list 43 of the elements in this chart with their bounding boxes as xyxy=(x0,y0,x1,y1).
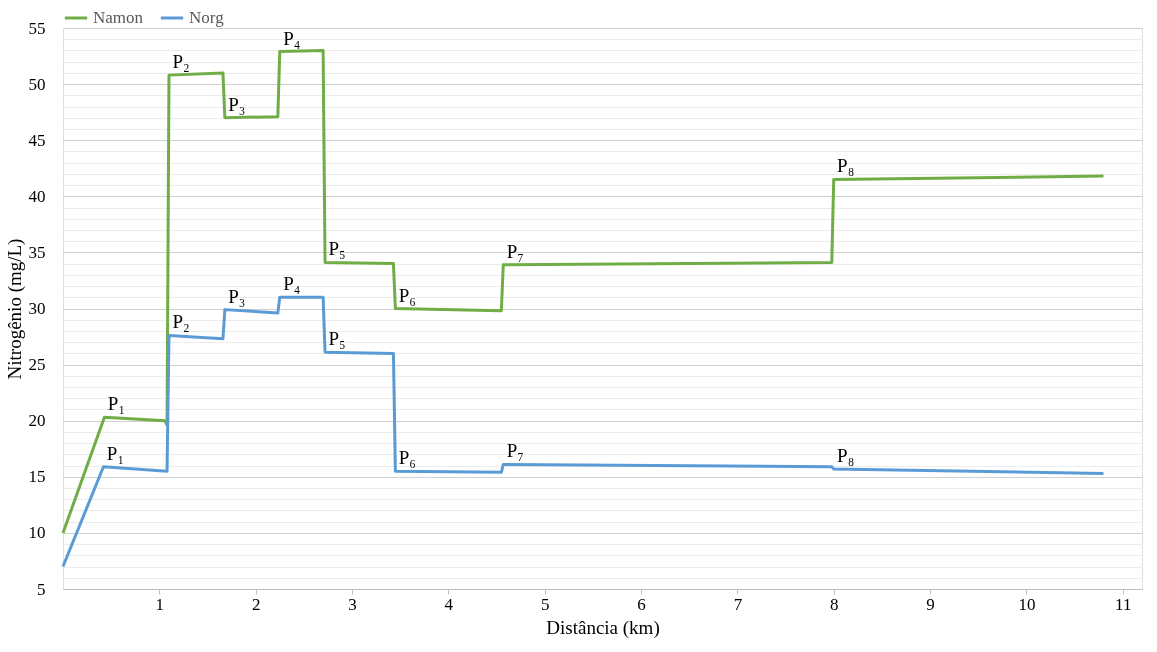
annotation: P₇ xyxy=(506,240,524,262)
y-tick-label: 10 xyxy=(28,523,46,543)
annotation: P₈ xyxy=(837,444,855,466)
annotation: P₂ xyxy=(172,311,190,333)
x-axis-title: Distância (km) xyxy=(546,616,660,639)
annotation: P₄ xyxy=(283,273,301,295)
annotation: P₇ xyxy=(506,440,524,462)
legend-label: Norg xyxy=(189,8,225,27)
y-axis-title: Nitrogênio (mg/L) xyxy=(3,238,26,380)
y-tick-label: 45 xyxy=(28,130,46,150)
annotation: P₃ xyxy=(228,285,246,307)
x-tick-label: 4 xyxy=(444,594,454,614)
annotation: P₆ xyxy=(398,284,416,306)
line-series xyxy=(61,48,1105,535)
annotation: P₁ xyxy=(107,393,126,415)
x-tick-label: 9 xyxy=(926,594,935,614)
annotation: P₅ xyxy=(328,238,346,260)
annotation: P₄ xyxy=(283,27,301,49)
y-tick-label: 15 xyxy=(28,467,46,487)
x-tick-label: 1 xyxy=(155,594,165,614)
legend-label: Namon xyxy=(93,8,144,27)
y-tick-label: 55 xyxy=(28,18,46,38)
x-tick-label: 10 xyxy=(1018,594,1036,614)
x-tick-label: 8 xyxy=(829,594,839,614)
x-tick-label: 3 xyxy=(348,594,357,614)
y-tick-label: 25 xyxy=(28,355,46,375)
annotation: P₆ xyxy=(398,447,416,469)
y-tick-label: 50 xyxy=(28,74,46,94)
x-tick-label: 7 xyxy=(733,594,743,614)
x-tick-label: 6 xyxy=(637,594,646,614)
annotation: P₁ xyxy=(106,442,125,464)
x-tick-label: 11 xyxy=(1115,594,1132,614)
annotation: P₈ xyxy=(837,155,855,177)
y-tick-label: 5 xyxy=(37,579,46,599)
annotation: P₂ xyxy=(172,51,190,73)
annotation: P₃ xyxy=(228,93,246,115)
y-tick-label: 20 xyxy=(28,411,46,431)
y-tick-label: 35 xyxy=(28,242,46,262)
x-tick-label: 5 xyxy=(540,594,550,614)
annotation: P₅ xyxy=(328,328,346,350)
y-tick-label: 30 xyxy=(28,299,46,318)
x-tick-label: 2 xyxy=(251,594,261,614)
y-tick-label: 40 xyxy=(28,186,46,206)
